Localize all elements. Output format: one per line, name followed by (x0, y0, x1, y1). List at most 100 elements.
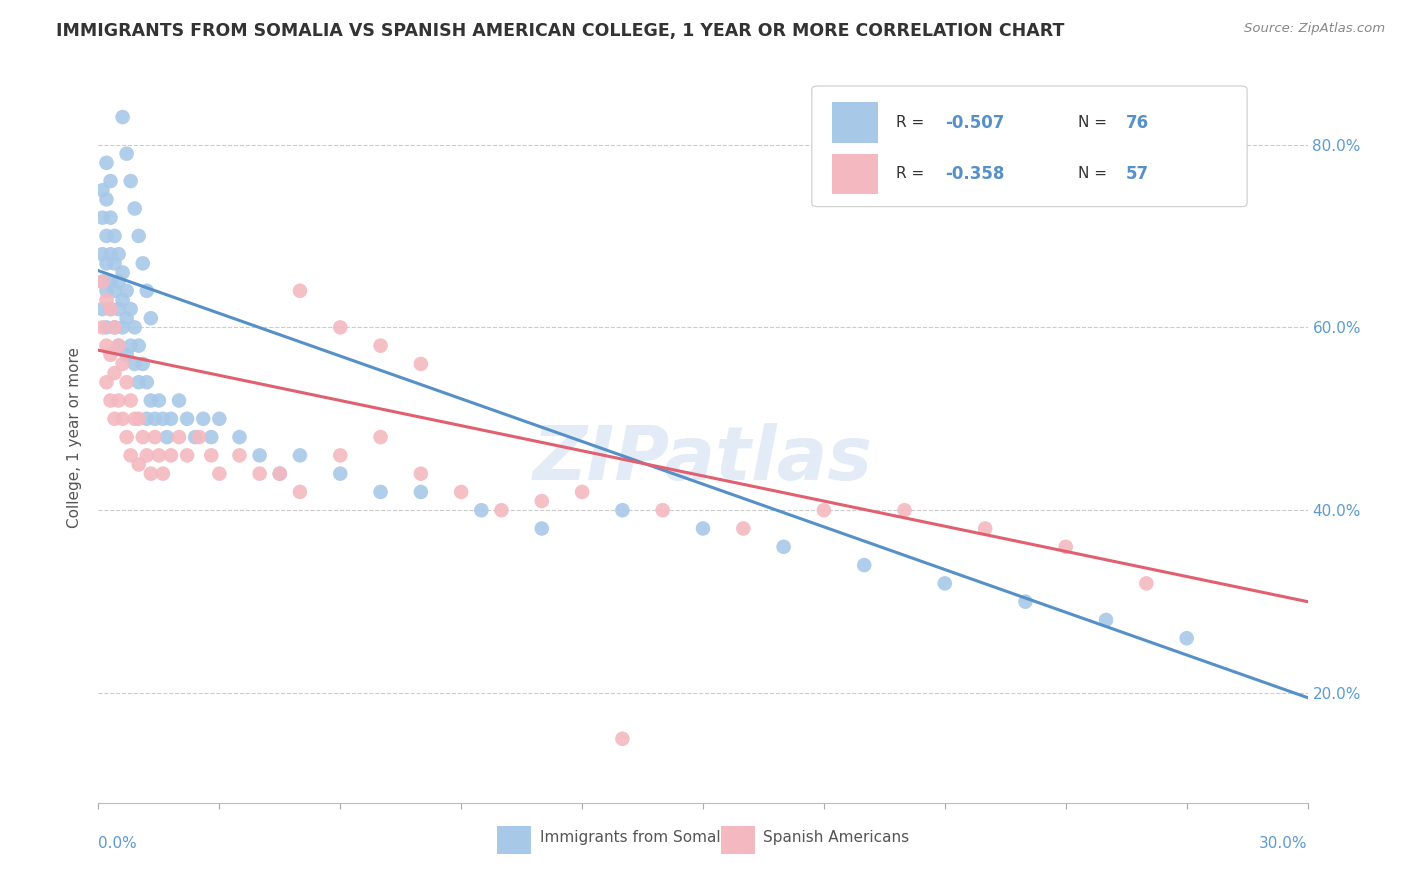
Point (184, 430, 207, 444)
Point (370, 485, 392, 500)
Text: 30.0%: 30.0% (1260, 836, 1308, 851)
Text: Spanish Americans: Spanish Americans (763, 830, 910, 846)
Point (288, 448, 311, 462)
Point (100, 348, 122, 362)
Point (103, 320, 125, 334)
Point (208, 412, 231, 426)
Point (135, 448, 157, 462)
Point (128, 229, 150, 244)
Point (115, 348, 138, 362)
Point (160, 448, 183, 462)
Point (176, 412, 198, 426)
Point (269, 467, 291, 481)
Point (409, 485, 432, 500)
Point (143, 430, 166, 444)
Point (152, 412, 174, 426)
Point (139, 467, 162, 481)
Point (91, 247, 114, 261)
Point (107, 339, 129, 353)
Point (100, 302, 122, 317)
Point (115, 375, 138, 389)
Point (139, 311, 162, 326)
Point (853, 558, 876, 573)
FancyBboxPatch shape (811, 86, 1247, 207)
Point (124, 412, 146, 426)
Point (91, 320, 114, 334)
Point (409, 357, 432, 371)
Point (612, 731, 634, 746)
Point (103, 229, 125, 244)
Point (409, 467, 432, 481)
Y-axis label: College, 1 year or more: College, 1 year or more (67, 347, 83, 527)
Point (124, 357, 146, 371)
Point (96, 375, 118, 389)
Point (100, 275, 122, 289)
Point (692, 521, 714, 535)
Point (288, 485, 311, 500)
Point (128, 458, 150, 472)
Point (107, 393, 129, 408)
Point (167, 430, 190, 444)
Point (228, 430, 250, 444)
Point (450, 485, 472, 500)
Point (152, 467, 174, 481)
Point (103, 366, 125, 380)
Point (96, 284, 118, 298)
Point (329, 448, 352, 462)
Point (115, 284, 138, 298)
Point (115, 430, 138, 444)
Point (135, 412, 157, 426)
Point (96, 155, 118, 169)
Text: Source: ZipAtlas.com: Source: ZipAtlas.com (1244, 22, 1385, 36)
Point (813, 503, 835, 517)
Point (329, 320, 352, 334)
Point (132, 256, 155, 270)
Point (96, 320, 118, 334)
Point (1095, 613, 1118, 627)
Point (1054, 540, 1077, 554)
Point (1175, 632, 1198, 646)
Point (100, 211, 122, 225)
Point (128, 339, 150, 353)
Point (208, 467, 231, 481)
Text: R =: R = (897, 166, 929, 181)
Point (288, 284, 311, 298)
Point (111, 412, 134, 426)
Point (148, 393, 170, 408)
Point (571, 485, 593, 500)
Point (120, 393, 142, 408)
Point (111, 357, 134, 371)
Point (120, 339, 142, 353)
Point (148, 448, 170, 462)
Point (470, 503, 492, 517)
Point (974, 521, 997, 535)
Point (893, 503, 915, 517)
Text: R =: R = (897, 115, 929, 130)
Point (120, 448, 142, 462)
Bar (832, 103, 879, 143)
Point (530, 521, 553, 535)
Point (100, 247, 122, 261)
Point (111, 266, 134, 280)
Point (135, 375, 157, 389)
Point (612, 503, 634, 517)
Point (249, 467, 271, 481)
Point (329, 467, 352, 481)
Point (107, 302, 129, 317)
Point (733, 521, 755, 535)
Point (100, 174, 122, 188)
Point (115, 146, 138, 161)
Point (530, 494, 553, 508)
Text: 76: 76 (1126, 113, 1149, 131)
Point (228, 448, 250, 462)
Point (100, 393, 122, 408)
Point (91, 183, 114, 197)
Bar (498, 826, 531, 854)
Point (132, 357, 155, 371)
Point (135, 284, 157, 298)
Point (96, 339, 118, 353)
Text: IMMIGRANTS FROM SOMALIA VS SPANISH AMERICAN COLLEGE, 1 YEAR OR MORE CORRELATION : IMMIGRANTS FROM SOMALIA VS SPANISH AMERI… (56, 22, 1064, 40)
Point (1135, 576, 1157, 591)
Point (103, 320, 125, 334)
Point (91, 211, 114, 225)
